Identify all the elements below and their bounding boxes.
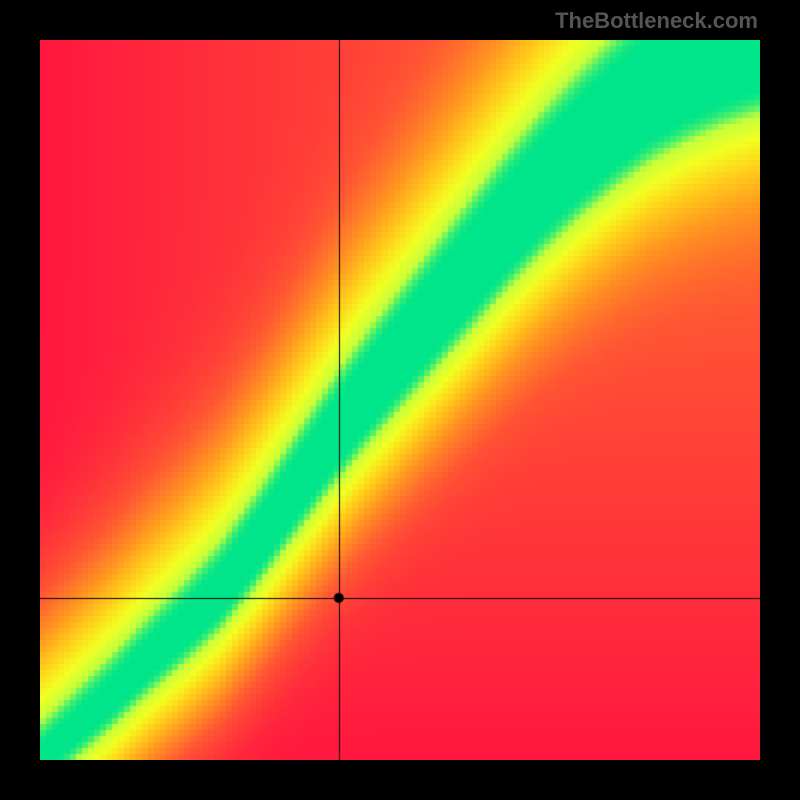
chart-stage: TheBottleneck.com (0, 0, 800, 800)
attribution-text: TheBottleneck.com (555, 8, 758, 34)
bottleneck-heatmap (40, 40, 760, 760)
